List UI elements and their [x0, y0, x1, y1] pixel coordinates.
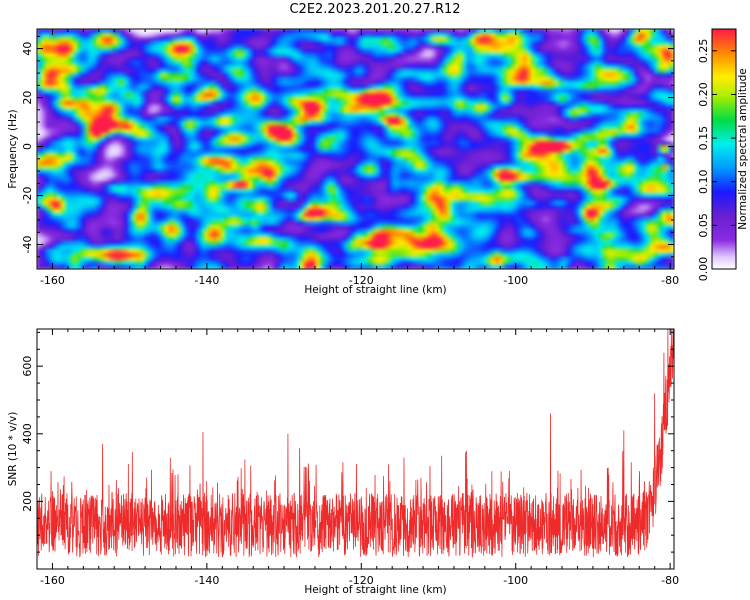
- snr-frame: [36, 328, 675, 570]
- x-axis-label: Height of straight line (km): [304, 284, 446, 296]
- y-axis-label: SNR (10 * v/v): [7, 412, 19, 487]
- x-tick-label: -140: [194, 274, 219, 287]
- y-tick-label: 0: [21, 143, 34, 150]
- snr-series-line: [36, 328, 675, 558]
- x-tick-label: -140: [194, 574, 219, 587]
- x-tick-label: -80: [661, 274, 679, 287]
- heatmap-panel: -160 -140 -120 -100 -80 Height of straight li…: [7, 28, 679, 296]
- colorbar-tick-label: 0.25: [697, 39, 710, 64]
- y-tick-label: 40: [21, 42, 34, 56]
- y-tick-label: -20: [21, 187, 34, 205]
- x-tick-label: -120: [349, 574, 374, 587]
- x-tick-label: -120: [349, 274, 374, 287]
- y-tick-label: -40: [21, 236, 34, 254]
- y-tick-label: 400: [21, 423, 34, 444]
- colorbar-tick-label: 0.20: [697, 82, 710, 107]
- x-tick-label: -80: [661, 574, 679, 587]
- colorbar-tick-label: 0.00: [697, 257, 710, 282]
- colorbar-tick-label: 0.05: [697, 213, 710, 238]
- colorbar-gradient: [711, 28, 737, 270]
- y-tick-label: 200: [21, 491, 34, 512]
- x-tick-label: -160: [40, 274, 65, 287]
- snr-line-panel: -160 -140 -120 -100 -80 Height of straight li…: [7, 328, 679, 596]
- x-tick-label: -160: [40, 574, 65, 587]
- y-tick-label: 600: [21, 356, 34, 377]
- y-tick-label: 20: [21, 91, 34, 105]
- colorbar-label: Normalized spectral amplitude: [737, 68, 749, 229]
- heatmap-frame: [36, 28, 675, 270]
- colorbar-tick-label: 0.15: [697, 126, 710, 151]
- heatmap-image: [37, 29, 674, 269]
- chart-title: C2E2.2023.201.20.27.R12: [289, 2, 461, 17]
- y-axis-label: Frequency (Hz): [7, 109, 19, 188]
- x-axis-label: Height of straight line (km): [304, 584, 446, 596]
- colorbar: 0.00 0.05 0.10 0.15 0.20 0.25 Normalized spect…: [697, 28, 749, 282]
- x-tick-label: -100: [503, 274, 528, 287]
- x-tick-label: -100: [503, 574, 528, 587]
- colorbar-tick-label: 0.10: [697, 169, 710, 194]
